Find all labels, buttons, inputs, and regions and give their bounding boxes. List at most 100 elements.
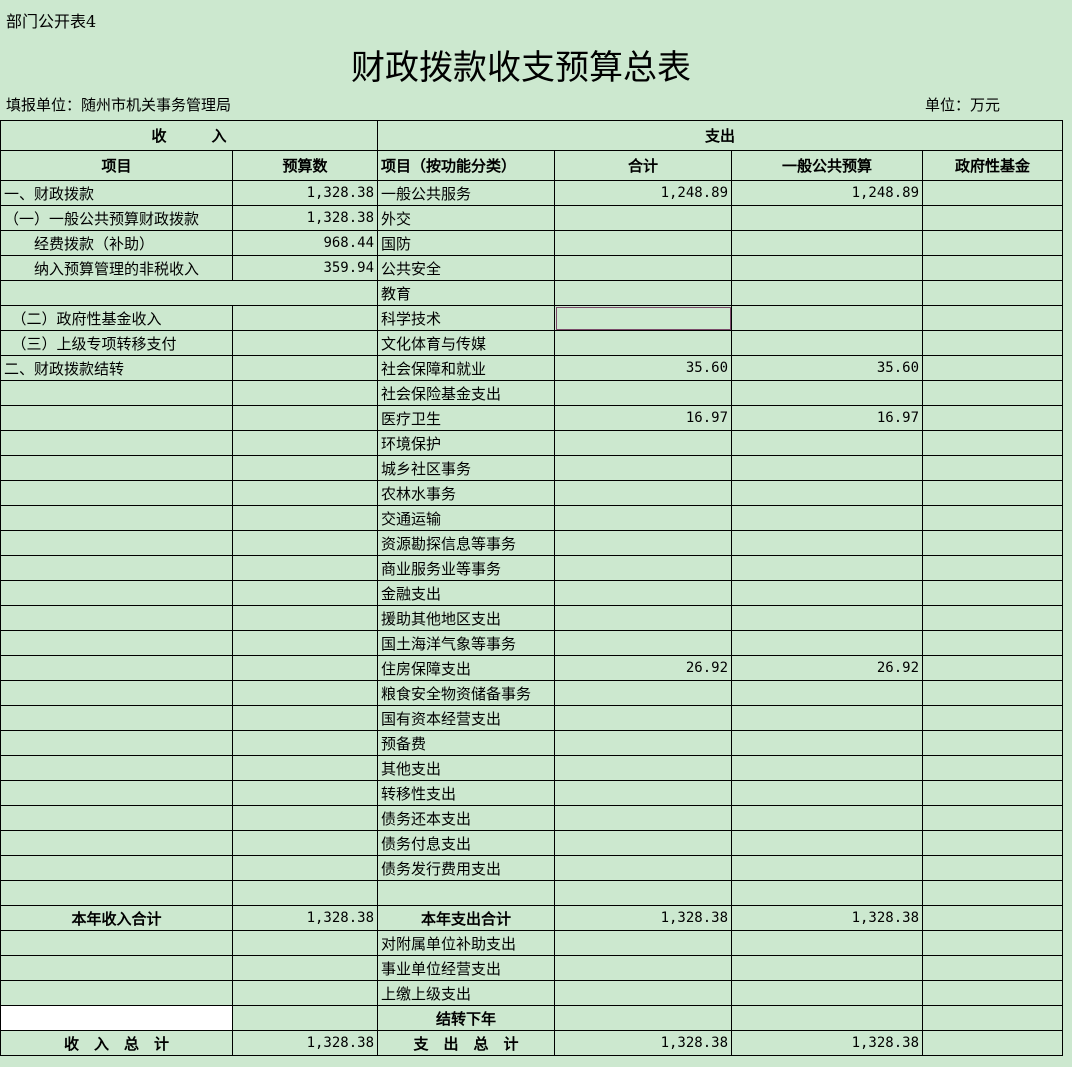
cell-exp[interactable]: 文化体育与传媒 (377, 330, 556, 356)
cell-g[interactable] (731, 580, 924, 606)
cell-f[interactable] (922, 355, 1064, 381)
cell-inc[interactable] (0, 655, 233, 681)
cell-inc_v[interactable] (231, 655, 379, 681)
cell-f[interactable] (922, 280, 1064, 306)
cell-f[interactable] (922, 380, 1064, 406)
cell-t[interactable] (554, 855, 733, 881)
cell-exp[interactable]: 上缴上级支出 (377, 980, 556, 1006)
cell-inc_v[interactable] (231, 355, 379, 381)
cell-inc_v[interactable] (231, 805, 379, 831)
cell-inc_v[interactable] (231, 430, 379, 456)
cell-inc_v[interactable] (231, 855, 379, 881)
cell-inc_v[interactable] (231, 880, 379, 906)
cell-inc_v[interactable] (231, 955, 379, 981)
cell-g[interactable]: 1,328.38 (731, 905, 924, 931)
cell-f[interactable] (922, 255, 1064, 281)
cell-exp[interactable]: 债务还本支出 (377, 805, 556, 831)
cell-g[interactable] (731, 830, 924, 856)
cell-f[interactable] (922, 905, 1064, 931)
cell-exp[interactable]: 国土海洋气象等事务 (377, 630, 556, 656)
cell-t[interactable] (554, 755, 733, 781)
cell-f[interactable] (922, 230, 1064, 256)
cell-f[interactable] (922, 955, 1064, 981)
cell-f[interactable] (922, 780, 1064, 806)
cell-f[interactable] (922, 405, 1064, 431)
cell-inc[interactable] (0, 405, 233, 431)
cell-inc_v[interactable] (231, 755, 379, 781)
cell-g[interactable] (731, 855, 924, 881)
cell-f[interactable] (922, 205, 1064, 231)
cell-g[interactable] (731, 455, 924, 481)
cell-t[interactable] (554, 330, 733, 356)
cell-f[interactable] (922, 980, 1064, 1006)
cell-inc[interactable] (0, 530, 233, 556)
cell-inc[interactable] (0, 380, 233, 406)
cell-t[interactable] (554, 880, 733, 906)
cell-t[interactable] (554, 705, 733, 731)
cell-t[interactable] (554, 930, 733, 956)
cell-inc_v[interactable]: 1,328.38 (231, 905, 379, 931)
cell-inc[interactable] (0, 880, 233, 906)
cell-f[interactable] (922, 455, 1064, 481)
cell-f[interactable] (922, 880, 1064, 906)
cell-t[interactable]: 1,248.89 (554, 180, 733, 206)
cell-exp[interactable]: 其他支出 (377, 755, 556, 781)
cell-inc[interactable] (0, 630, 233, 656)
cell-f[interactable] (922, 555, 1064, 581)
cell-g[interactable] (731, 480, 924, 506)
cell-exp[interactable]: 事业单位经营支出 (377, 955, 556, 981)
cell-inc[interactable] (0, 805, 233, 831)
cell-inc_v[interactable] (231, 1005, 379, 1031)
cell-g[interactable] (731, 605, 924, 631)
cell-inc_v[interactable] (231, 605, 379, 631)
cell-g[interactable] (731, 280, 924, 306)
cell-inc_v[interactable] (231, 405, 379, 431)
cell-exp[interactable]: 债务发行费用支出 (377, 855, 556, 881)
cell-inc[interactable]: （三）上级专项转移支付 (0, 330, 233, 356)
cell-g[interactable] (731, 780, 924, 806)
cell-inc_v[interactable] (231, 705, 379, 731)
cell-inc_v[interactable]: 1,328.38 (231, 1030, 379, 1056)
cell-t[interactable] (554, 980, 733, 1006)
cell-f[interactable] (922, 730, 1064, 756)
cell-g[interactable]: 1,328.38 (731, 1030, 924, 1056)
cell-inc[interactable] (0, 505, 233, 531)
cell-t[interactable] (554, 430, 733, 456)
cell-g[interactable] (731, 1005, 924, 1031)
cell-inc[interactable]: 经费拨款（补助） (0, 230, 233, 256)
cell-inc[interactable] (0, 980, 233, 1006)
cell-inc[interactable]: 一、财政拨款 (0, 180, 233, 206)
cell-inc_v[interactable] (231, 580, 379, 606)
cell-inc_v[interactable] (231, 330, 379, 356)
cell-t[interactable] (554, 555, 733, 581)
cell-inc[interactable]: 二、财政拨款结转 (0, 355, 233, 381)
cell-exp[interactable]: 社会保险基金支出 (377, 380, 556, 406)
cell-inc[interactable] (0, 480, 233, 506)
cell-f[interactable] (922, 1005, 1064, 1031)
cell-t[interactable] (554, 805, 733, 831)
cell-exp[interactable]: 国防 (377, 230, 556, 256)
cell-f[interactable] (922, 655, 1064, 681)
cell-inc[interactable] (0, 730, 233, 756)
cell-g[interactable]: 35.60 (731, 355, 924, 381)
cell-g[interactable] (731, 255, 924, 281)
cell-f[interactable] (922, 305, 1064, 331)
cell-inc_v[interactable] (231, 505, 379, 531)
cell-t[interactable]: 26.92 (554, 655, 733, 681)
cell-inc_v[interactable] (231, 930, 379, 956)
cell-exp[interactable]: 教育 (377, 280, 556, 306)
cell-t[interactable] (554, 505, 733, 531)
cell-exp[interactable]: 交通运输 (377, 505, 556, 531)
cell-exp[interactable]: 国有资本经营支出 (377, 705, 556, 731)
cell-t[interactable]: 1,328.38 (554, 905, 733, 931)
cell-g[interactable] (731, 930, 924, 956)
cell-f[interactable] (922, 705, 1064, 731)
cell-inc_v[interactable] (231, 555, 379, 581)
cell-t[interactable] (554, 280, 733, 306)
cell-f[interactable] (922, 830, 1064, 856)
cell-g[interactable] (731, 305, 924, 331)
cell-exp[interactable]: 援助其他地区支出 (377, 605, 556, 631)
cell-g[interactable] (731, 330, 924, 356)
cell-f[interactable] (922, 1030, 1064, 1056)
cell-f[interactable] (922, 805, 1064, 831)
